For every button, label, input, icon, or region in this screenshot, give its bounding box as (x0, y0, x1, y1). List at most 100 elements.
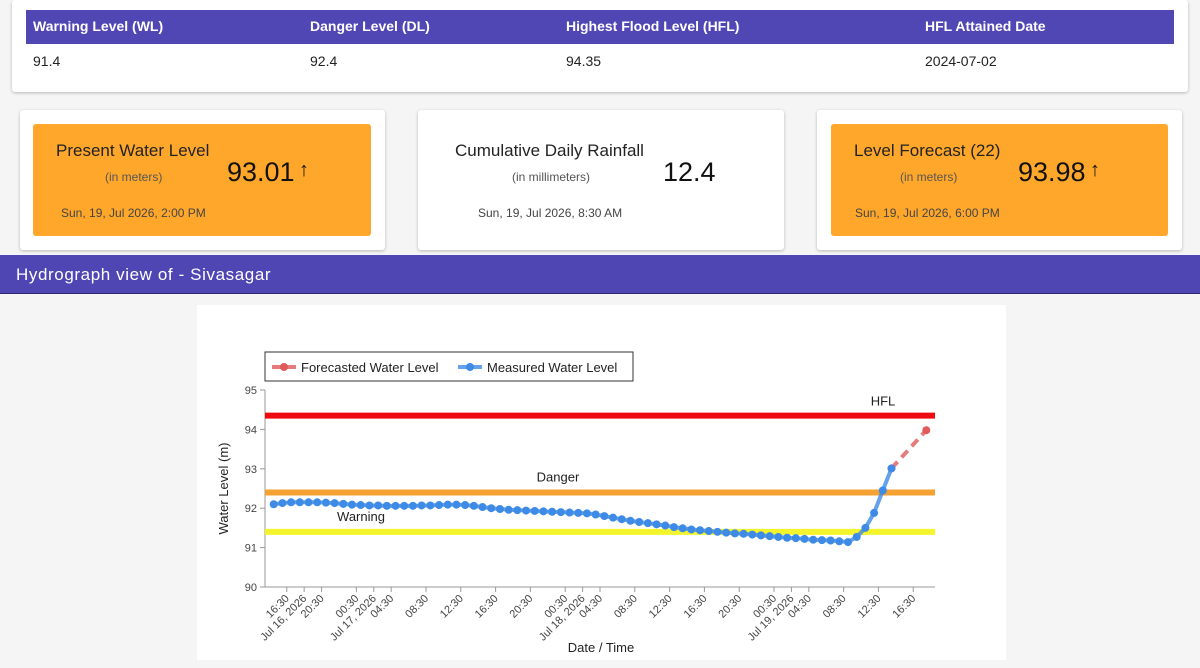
table-header-cell: Warning Level (WL) (33, 18, 164, 34)
data-point (313, 498, 322, 507)
data-point (452, 500, 461, 509)
data-point (870, 508, 879, 517)
section-header (0, 255, 1200, 294)
data-point (417, 501, 426, 510)
card-unit: (in meters) (900, 170, 958, 184)
x-tick-label: 08:30 (821, 593, 849, 621)
card (418, 110, 784, 250)
data-point (278, 499, 287, 508)
card-unit: (in meters) (105, 170, 163, 184)
table-header-cell: HFL Attained Date (925, 18, 1046, 34)
data-point (487, 504, 496, 513)
card-value: 93.98 (1018, 157, 1086, 187)
x-tick-label: 20:30 (716, 593, 744, 621)
data-point (565, 508, 574, 517)
x-tick-label: 16:30 (473, 593, 501, 621)
data-point (408, 501, 417, 510)
data-point (339, 499, 348, 508)
data-point (478, 503, 487, 512)
card-title: Cumulative Daily Rainfall (455, 141, 644, 160)
x-tick-label: 16:30 (682, 593, 710, 621)
card-time: Sun, 19, Jul 2026, 6:00 PM (855, 206, 1000, 220)
table-cell: 91.4 (33, 53, 61, 69)
x-tick-label: 16:30 (890, 593, 918, 621)
card-time: Sun, 19, Jul 2026, 8:30 AM (478, 206, 623, 220)
data-point (295, 498, 304, 507)
data-point (522, 506, 531, 515)
data-point (582, 509, 591, 518)
table-cell: 92.4 (310, 53, 338, 69)
data-point (739, 529, 748, 538)
data-point (843, 538, 852, 547)
data-point (426, 501, 435, 510)
data-point (443, 500, 452, 509)
card-value: 93.01 (227, 157, 295, 187)
data-point (539, 507, 548, 516)
x-tick-label: 12:30 (438, 593, 466, 621)
data-point (304, 498, 313, 507)
legend-swatch-dot (280, 363, 288, 371)
y-tick-label: 92 (245, 503, 257, 515)
y-tick-label: 93 (245, 464, 257, 476)
data-point (774, 532, 783, 541)
data-point (382, 501, 391, 510)
y-tick-label: 95 (245, 385, 257, 397)
data-point (609, 513, 618, 522)
data-point (391, 501, 400, 510)
data-point (374, 501, 383, 510)
x-tick-label: 20:30 (508, 593, 536, 621)
data-point (548, 507, 557, 516)
reference-label: Warning (337, 509, 385, 524)
data-point (400, 501, 409, 510)
reference-label: HFL (871, 394, 896, 409)
data-point (722, 528, 731, 537)
y-axis-title: Water Level (m) (216, 443, 231, 535)
data-point (661, 521, 670, 530)
data-point (269, 500, 278, 509)
data-point (348, 500, 357, 509)
data-point (713, 527, 722, 536)
data-point (730, 529, 739, 538)
table-cell: 94.35 (566, 53, 602, 69)
data-point (469, 501, 478, 510)
data-point (504, 505, 513, 514)
data-point (809, 535, 818, 544)
card-fill (831, 124, 1168, 236)
card-time: Sun, 19, Jul 2026, 2:00 PM (61, 206, 206, 220)
data-point (635, 517, 644, 526)
trend-up-icon: ↑ (299, 159, 309, 181)
data-point (791, 534, 800, 543)
y-tick-label: 91 (245, 543, 257, 555)
data-point (704, 527, 713, 536)
trend-up-icon: ↑ (1090, 159, 1100, 181)
series-line (890, 428, 928, 470)
legend-label: Forecasted Water Level (301, 360, 439, 375)
data-point (835, 537, 844, 546)
data-point (687, 525, 696, 534)
table-header-cell: Danger Level (DL) (310, 18, 430, 34)
table-header-cell: Highest Flood Level (HFL) (566, 18, 740, 34)
data-point (852, 532, 861, 541)
data-point (591, 510, 600, 519)
data-point (878, 486, 887, 495)
y-tick-label: 94 (245, 424, 257, 436)
card-title: Present Water Level (56, 141, 210, 160)
legend-box (264, 351, 634, 382)
legend-swatch-dot (466, 363, 474, 371)
card-fill (33, 124, 371, 236)
data-point (748, 530, 757, 539)
card-value: 12.4 (663, 157, 716, 187)
legend-label: Measured Water Level (487, 360, 617, 375)
data-point (678, 524, 687, 533)
data-point (330, 499, 339, 508)
x-axis-title: Date / Time (568, 640, 634, 655)
data-point (756, 531, 765, 540)
data-point (765, 532, 774, 541)
data-point (861, 523, 870, 532)
data-point (652, 520, 661, 529)
table-cell: 2024-07-02 (925, 53, 997, 69)
data-point (626, 516, 635, 525)
data-point (643, 519, 652, 528)
data-point (356, 501, 365, 510)
card-unit: (in millimeters) (512, 170, 590, 184)
